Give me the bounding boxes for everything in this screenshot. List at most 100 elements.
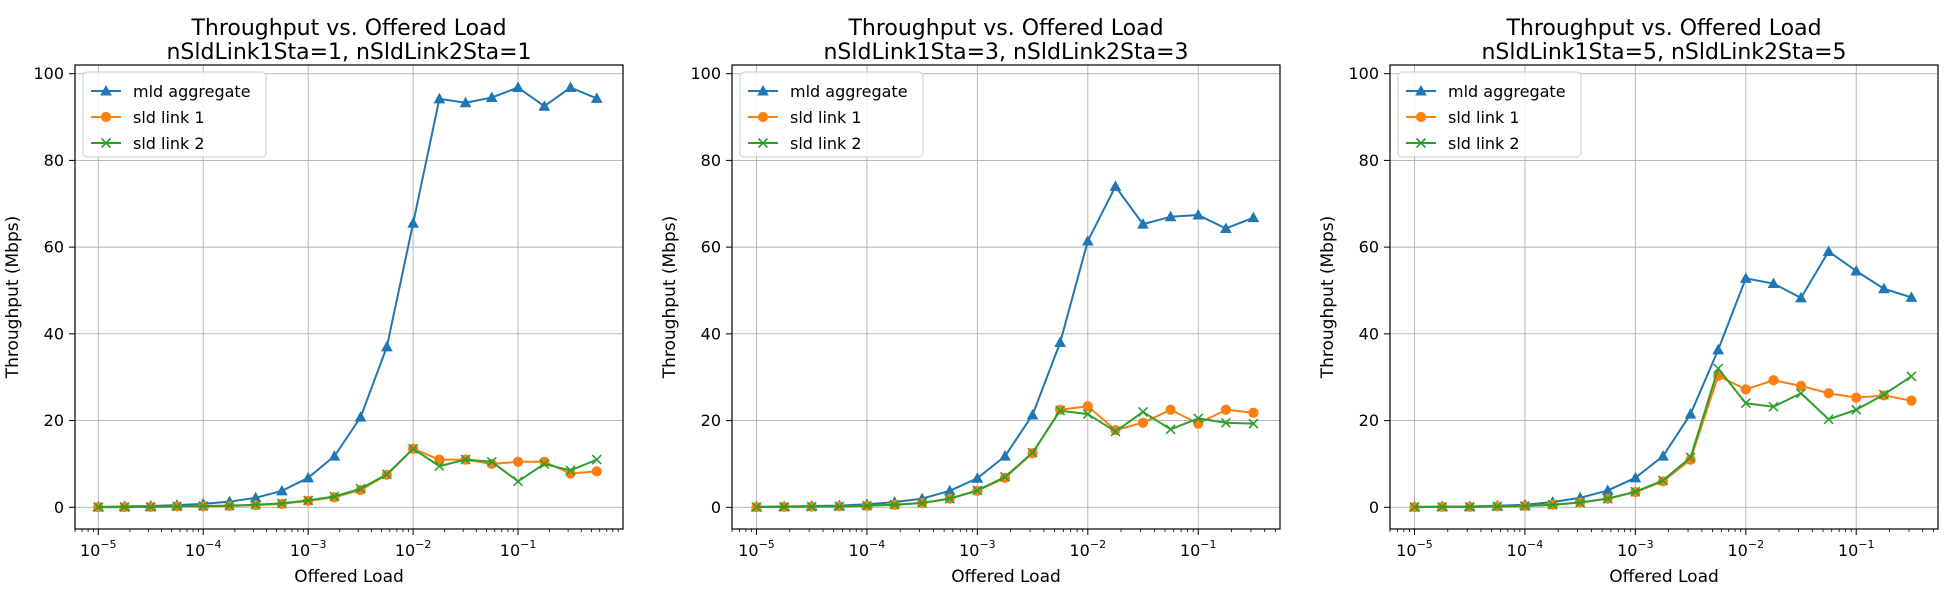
data-point <box>198 500 209 512</box>
data-point <box>355 483 366 494</box>
data-point <box>512 476 524 487</box>
data-point <box>1137 406 1149 417</box>
data-point <box>972 485 983 496</box>
legend-item: sld link 2 <box>91 134 205 153</box>
data-point <box>93 502 104 513</box>
legend-box <box>1397 71 1582 158</box>
data-point <box>1027 447 1038 458</box>
legend-label: mld aggregate <box>133 82 251 101</box>
data-point <box>590 92 603 103</box>
data-point <box>486 456 497 467</box>
legend-item: sld link 1 <box>748 108 862 127</box>
x-tick-label: 10−2 <box>1728 538 1765 560</box>
data-point <box>1851 404 1862 415</box>
x-tick-label: 10−4 <box>185 538 222 560</box>
data-point <box>1492 501 1503 512</box>
data-point <box>1165 424 1176 435</box>
data-point <box>1248 418 1259 429</box>
data-point <box>407 217 419 228</box>
data-point <box>1054 336 1067 348</box>
legend-item: mld aggregate <box>1406 82 1566 101</box>
x-tick-label: 10−3 <box>959 538 996 560</box>
chart-title: Throughput vs. Offered Load <box>190 16 506 41</box>
data-point <box>944 493 955 504</box>
data-point <box>433 92 446 104</box>
data-point <box>328 450 341 461</box>
data-point <box>1110 425 1121 436</box>
legend-label: sld link 1 <box>1448 108 1520 127</box>
x-tick-label: 10−5 <box>80 538 117 560</box>
y-axis-label: Throughput (Mbps) <box>660 216 680 380</box>
axes-frame <box>74 64 624 530</box>
x-tick-label: 10−1 <box>1180 538 1217 560</box>
data-point <box>250 499 261 510</box>
data-point <box>1712 343 1725 355</box>
data-point <box>354 411 367 422</box>
y-tick-label: 60 <box>701 238 721 257</box>
data-point <box>1137 218 1149 229</box>
legend-marker <box>757 111 769 123</box>
data-point <box>119 502 130 513</box>
data-point <box>276 498 287 509</box>
data-point <box>591 454 602 465</box>
y-tick-label: 100 <box>33 64 64 83</box>
data-point <box>1740 384 1751 395</box>
data-point <box>1220 222 1232 233</box>
data-point <box>1248 407 1259 418</box>
x-tick-label: 10−4 <box>1507 538 1544 560</box>
data-point <box>1109 180 1122 191</box>
y-tick-label: 100 <box>1348 64 1379 83</box>
data-point <box>806 501 817 512</box>
legend-item: sld link 2 <box>1406 134 1520 153</box>
data-point <box>171 501 183 512</box>
data-point <box>861 500 872 511</box>
legend-label: sld link 2 <box>790 134 862 153</box>
data-point <box>1684 408 1697 419</box>
axes-frame <box>731 64 1281 530</box>
data-point <box>1850 264 1863 276</box>
data-point <box>1822 245 1835 256</box>
legend-item: sld link 1 <box>91 108 205 127</box>
data-point <box>1878 282 1890 294</box>
y-tick-label: 20 <box>44 411 64 430</box>
data-point <box>1851 392 1862 403</box>
data-point <box>971 472 984 483</box>
data-point <box>1082 409 1093 420</box>
legend-label: sld link 1 <box>790 108 862 127</box>
data-point <box>1740 398 1751 409</box>
data-point <box>889 499 900 510</box>
series-line <box>1414 374 1912 509</box>
data-point <box>1823 388 1834 399</box>
data-point <box>1575 497 1586 508</box>
data-point <box>1795 291 1807 303</box>
x-tick-label: 10−2 <box>1070 538 1107 560</box>
legend-label: sld link 2 <box>133 134 205 153</box>
data-point <box>459 96 472 108</box>
chart-title: Throughput vs. Offered Load <box>1505 16 1821 41</box>
series-mld-aggregate <box>750 180 1260 512</box>
data-point <box>434 461 445 472</box>
data-point <box>1110 426 1121 437</box>
y-tick-label: 80 <box>44 151 64 170</box>
data-point <box>1739 272 1752 283</box>
data-point <box>1464 501 1475 512</box>
legend-item: mld aggregate <box>748 82 908 101</box>
chart-subtitle: nSldLink1Sta=3, nSldLink2Sta=3 <box>823 40 1188 65</box>
series-sld-link-1 <box>1409 370 1917 513</box>
legend-box <box>82 71 267 158</box>
data-point <box>565 465 576 476</box>
data-point <box>1795 380 1807 391</box>
chart-title: Throughput vs. Offered Load <box>847 16 1163 41</box>
legend-item: sld link 2 <box>748 134 862 153</box>
y-tick-label: 40 <box>44 324 64 343</box>
data-point <box>999 471 1011 483</box>
data-point <box>1630 486 1641 497</box>
legend-label: mld aggregate <box>1448 82 1566 101</box>
data-point <box>1795 388 1807 399</box>
chart-subtitle: nSldLink1Sta=5, nSldLink2Sta=5 <box>1481 40 1846 65</box>
x-axis-label: Offered Load <box>951 567 1061 587</box>
legend: mld aggregate sld link 1 sld link 2 <box>82 71 267 158</box>
data-point <box>224 500 235 511</box>
y-axis-label: Throughput (Mbps) <box>1318 216 1338 380</box>
series-sld-link-2 <box>1409 363 1917 513</box>
